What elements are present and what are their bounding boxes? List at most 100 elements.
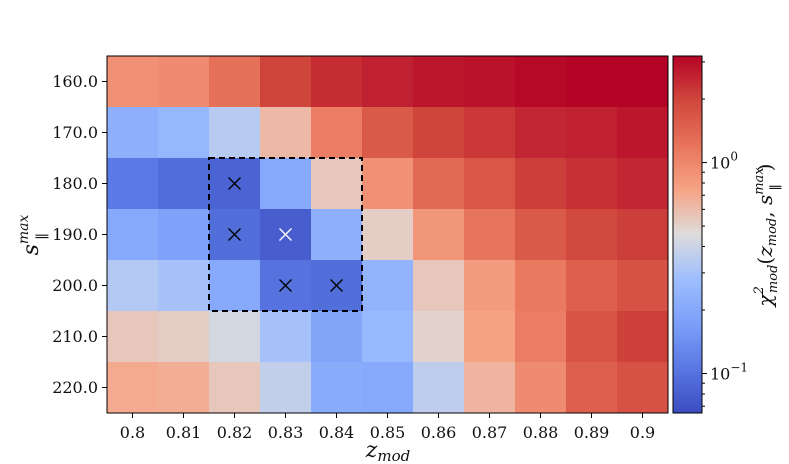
marker-x	[228, 177, 241, 190]
heatmap-cell	[311, 209, 363, 261]
heatmap-cell	[158, 158, 210, 210]
heatmap-cell	[566, 107, 618, 159]
y-tick-label: 160.0	[52, 72, 98, 91]
heatmap-cell	[464, 158, 516, 210]
y-tick-label: 180.0	[52, 174, 98, 193]
heatmap-cell	[464, 260, 516, 312]
x-tick-label: 0.88	[523, 423, 559, 442]
marker-x	[228, 228, 241, 241]
heatmap-cell	[413, 311, 465, 363]
heatmap-cell	[515, 209, 567, 261]
x-tick-label: 0.9	[630, 423, 655, 442]
heatmap-cell	[311, 158, 363, 210]
heatmap-cell	[362, 107, 414, 159]
colorbar	[672, 55, 703, 414]
heatmap-cell	[413, 260, 465, 312]
heatmap-cell	[617, 107, 669, 159]
heatmap-cell	[158, 56, 210, 108]
marker-x	[279, 228, 292, 241]
heatmap-cell	[260, 56, 312, 108]
heatmap-cell	[566, 362, 618, 414]
heatmap-cell	[566, 260, 618, 312]
heatmap-cell	[362, 158, 414, 210]
heatmap-cell	[260, 362, 312, 414]
heatmap-cell	[464, 107, 516, 159]
heatmap-cell	[515, 362, 567, 414]
x-tick-label: 0.8	[120, 423, 145, 442]
heatmap-cell	[107, 260, 159, 312]
heatmap-cell	[617, 56, 669, 108]
marker-x	[279, 279, 292, 292]
x-tick-label: 0.85	[370, 423, 406, 442]
colorbar-ticks: 10−1 100	[702, 61, 748, 407]
svg-text:smax∥: smax ∥	[16, 214, 51, 255]
heatmap-cell	[617, 209, 669, 261]
heatmap-cells	[107, 56, 669, 414]
heatmap-cell	[311, 56, 363, 108]
heatmap-cell	[209, 107, 261, 159]
heatmap-cell	[362, 311, 414, 363]
heatmap-cell	[260, 311, 312, 363]
y-tick-label: 210.0	[52, 327, 98, 346]
heatmap-cell	[464, 56, 516, 108]
heatmap-cell	[464, 209, 516, 261]
heatmap-cell	[209, 260, 261, 312]
heatmap-cell	[311, 107, 363, 159]
heatmap-cell	[158, 311, 210, 363]
y-axis-ticks: 160.0 170.0 180.0 190.0 200.0 210.0 220.0	[52, 72, 107, 397]
heatmap-cell	[158, 107, 210, 159]
y-axis-label: smax ∥	[16, 214, 51, 255]
heatmap-cell	[107, 107, 159, 159]
heatmap-cell	[362, 260, 414, 312]
heatmap-cell	[107, 158, 159, 210]
heatmap-cell	[107, 362, 159, 414]
heatmap-cell	[413, 56, 465, 108]
y-tick-label: 170.0	[52, 123, 98, 142]
heatmap-cell	[515, 158, 567, 210]
heatmap-cell	[158, 209, 210, 261]
x-tick-label: 0.82	[217, 423, 253, 442]
svg-text:χ2mod(zmod, smax∥): χ2mod(zmod, smax ∥)	[752, 164, 784, 309]
colorbar-tick-label: 10−1	[710, 361, 748, 384]
heatmap-cell	[158, 362, 210, 414]
x-tick-label: 0.83	[268, 423, 304, 442]
heatmap-cell	[107, 209, 159, 261]
x-tick-label: 0.81	[166, 423, 202, 442]
heatmap-cell	[566, 209, 618, 261]
heatmap-cell	[413, 362, 465, 414]
heatmap-cell	[617, 260, 669, 312]
y-tick-label: 220.0	[52, 378, 98, 397]
heatmap-cell	[413, 107, 465, 159]
colorbar-tick-label: 100	[710, 150, 738, 173]
heatmap-cell	[260, 107, 312, 159]
colorbar-label: χ2mod(zmod, smax ∥)	[752, 164, 784, 309]
heatmap-cell	[209, 362, 261, 414]
heatmap-cell	[209, 311, 261, 363]
heatmap-cell	[209, 56, 261, 108]
heatmap-cell	[107, 56, 159, 108]
heatmap-cell	[107, 311, 159, 363]
heatmap-cell	[617, 311, 669, 363]
heatmap-cell	[260, 158, 312, 210]
heatmap-cell	[566, 158, 618, 210]
y-tick-label: 190.0	[52, 225, 98, 244]
heatmap-cell	[515, 260, 567, 312]
heatmap-cell	[362, 362, 414, 414]
heatmap-cell	[566, 56, 618, 108]
heatmap-cell	[515, 56, 567, 108]
heatmap-cell	[311, 311, 363, 363]
x-tick-label: 0.84	[319, 423, 355, 442]
heatmap-cell	[362, 56, 414, 108]
heatmap-cell	[566, 311, 618, 363]
x-tick-label: 0.86	[421, 423, 457, 442]
markers-layer	[228, 177, 343, 292]
heatmap-cell	[158, 260, 210, 312]
heatmap-cell	[464, 311, 516, 363]
x-tick-label: 0.87	[472, 423, 508, 442]
heatmap-cell	[617, 362, 669, 414]
marker-x	[330, 279, 343, 292]
heatmap-cell	[464, 362, 516, 414]
x-tick-label: 0.89	[574, 423, 610, 442]
heatmap-cell	[413, 209, 465, 261]
